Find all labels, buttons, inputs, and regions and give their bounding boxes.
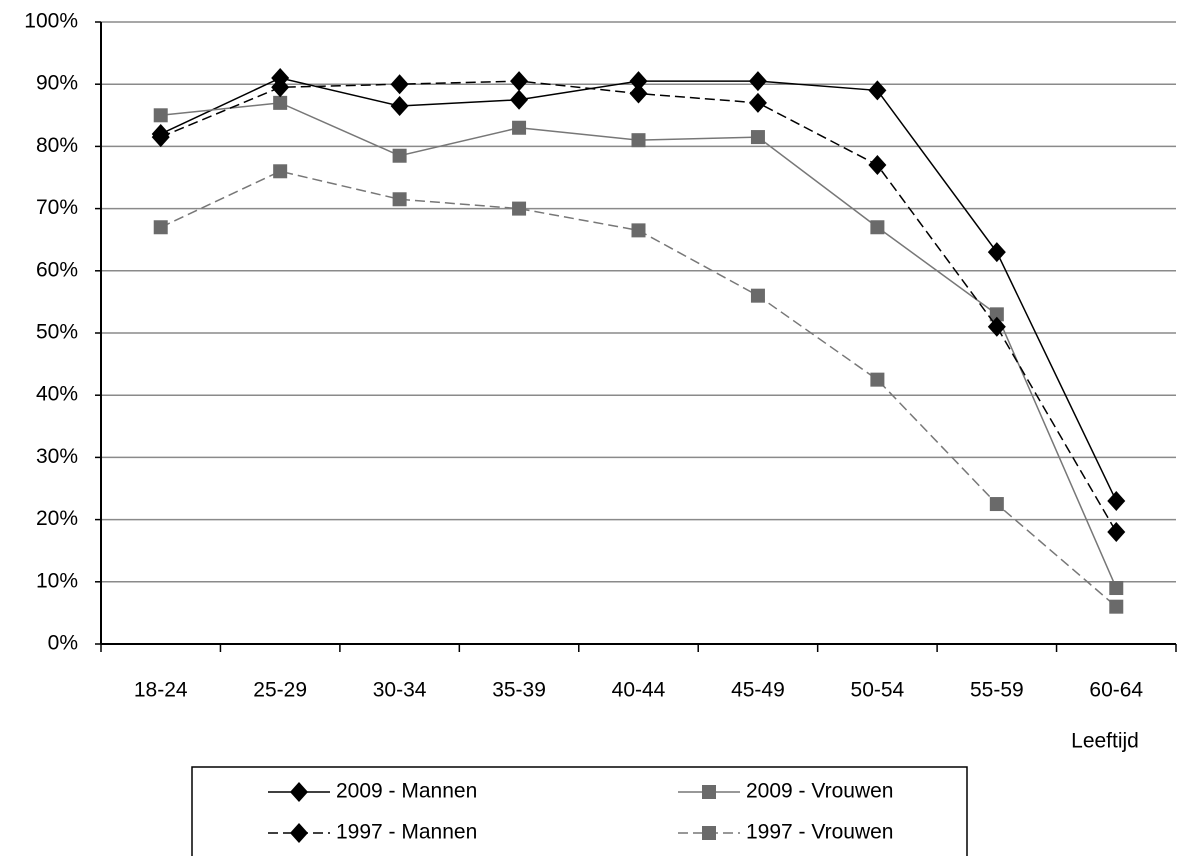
data-point: [392, 148, 407, 163]
data-point: [153, 108, 168, 123]
data-point: [989, 497, 1004, 512]
y-tick-label: 10%: [36, 569, 78, 592]
data-point: [390, 95, 409, 116]
x-tick-label: 35-39: [492, 679, 546, 702]
series-line: [160, 102, 1117, 589]
data-point: [273, 95, 288, 110]
data-point: [987, 316, 1006, 337]
x-tick-label: 40-44: [612, 679, 666, 702]
data-point: [1107, 490, 1126, 511]
y-tick-label: 100%: [24, 10, 78, 33]
y-tick-label: 40%: [36, 383, 78, 406]
y-tick-label: 60%: [36, 258, 78, 281]
data-point: [629, 71, 648, 92]
data-point: [987, 242, 1006, 263]
x-tick-label: 60-64: [1089, 679, 1143, 702]
data-point: [1109, 599, 1124, 614]
data-point: [631, 133, 646, 148]
data-point: [273, 164, 288, 179]
data-point: [512, 120, 527, 135]
x-tick-label: 50-54: [851, 679, 905, 702]
data-point: [151, 127, 170, 148]
data-point: [750, 130, 765, 145]
data-point: [510, 71, 529, 92]
data-point: [748, 92, 767, 113]
legend-box: [191, 766, 968, 856]
data-point: [392, 192, 407, 207]
x-tick-label: 18-24: [134, 679, 188, 702]
y-tick-label: 30%: [36, 445, 78, 468]
y-tick-label: 20%: [36, 507, 78, 530]
data-point: [870, 220, 885, 235]
legend-marker: [290, 823, 308, 843]
x-tick-label: 30-34: [373, 679, 427, 702]
data-point: [989, 307, 1004, 322]
legend-label: 1997 - Mannen: [336, 821, 477, 844]
series-line: [160, 80, 1117, 533]
y-tick-label: 50%: [36, 321, 78, 344]
data-point: [271, 77, 290, 98]
data-point: [629, 83, 648, 104]
data-point: [390, 74, 409, 95]
data-point: [1107, 522, 1126, 543]
y-tick-label: 70%: [36, 196, 78, 219]
y-tick-label: 80%: [36, 134, 78, 157]
data-point: [512, 201, 527, 216]
legend-label: 2009 - Mannen: [336, 780, 477, 803]
x-tick-label: 55-59: [970, 679, 1024, 702]
data-point: [868, 155, 887, 176]
data-point: [870, 372, 885, 387]
data-point: [750, 288, 765, 303]
x-axis-label: Leeftijd: [1071, 730, 1139, 753]
legend-label: 1997 - Vrouwen: [746, 821, 893, 844]
legend-marker: [290, 782, 308, 802]
x-tick-label: 25-29: [253, 679, 307, 702]
data-point: [510, 89, 529, 110]
data-point: [153, 220, 168, 235]
legend-marker: [702, 826, 716, 840]
data-point: [748, 71, 767, 92]
data-point: [631, 223, 646, 238]
data-point: [1109, 581, 1124, 596]
y-tick-label: 0%: [48, 632, 78, 655]
data-point: [868, 80, 887, 101]
legend-marker: [702, 785, 716, 799]
legend-label: 2009 - Vrouwen: [746, 780, 893, 803]
x-tick-label: 45-49: [731, 679, 785, 702]
y-tick-label: 90%: [36, 72, 78, 95]
